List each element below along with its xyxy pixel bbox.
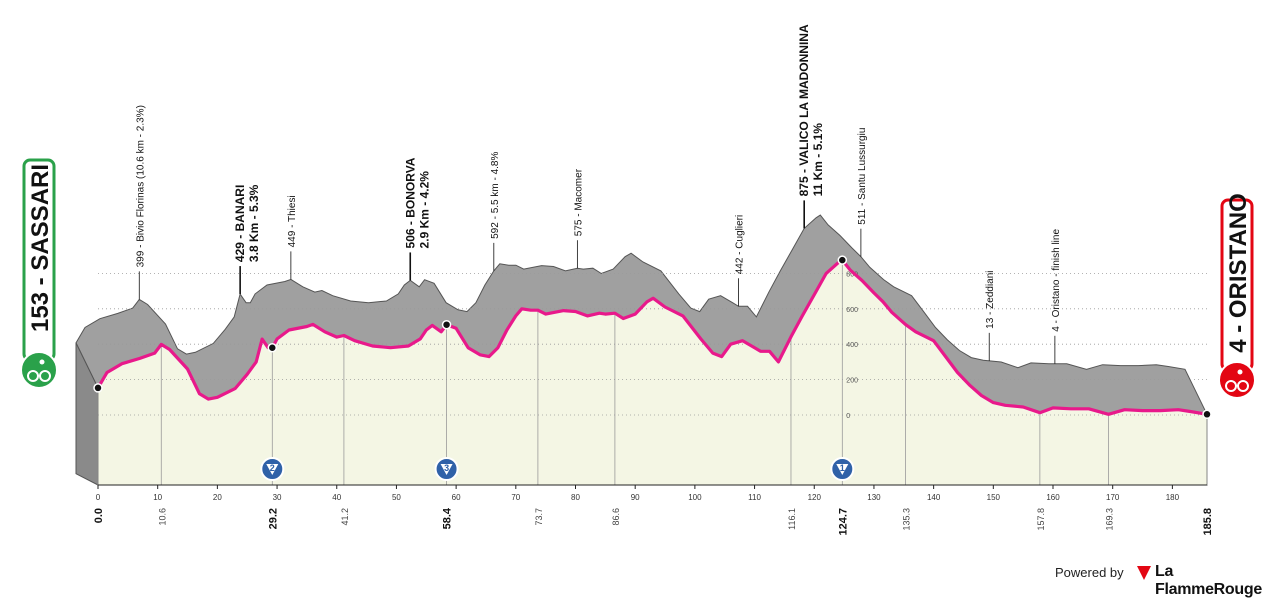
altitude-tick-label: 600	[846, 307, 858, 314]
powered-by-text: Powered by	[1055, 565, 1124, 580]
start-rider-head-icon	[39, 359, 45, 365]
km-tick-label: 30	[273, 493, 282, 502]
distance-label: 0.0	[93, 508, 105, 523]
elevation-label: 442 - Cuglieri	[735, 215, 746, 274]
badges-layer: 2 3 1 153 - SASSARI 4 - ORISTANO	[20, 158, 1256, 481]
distance-label: 58.4	[442, 507, 454, 529]
gpm-category-label: 3	[444, 463, 449, 473]
distance-label: 185.8	[1202, 508, 1214, 536]
brand-name: La FlammeRouge	[1155, 563, 1262, 598]
elevation-label-detail: 11 Km - 5.1%	[811, 123, 825, 197]
marker-point	[441, 319, 452, 330]
distance-label: 116.1	[787, 508, 797, 530]
start-cyclist-icon	[20, 351, 58, 389]
start-wheel-icon	[39, 370, 51, 382]
distance-label: 124.7	[837, 508, 849, 536]
distance-label: 169.3	[1105, 508, 1115, 531]
finish-wheel-icon	[1237, 380, 1249, 392]
km-tick-label: 0	[96, 493, 101, 502]
km-tick-label: 70	[511, 493, 520, 502]
altitude-tick-label: 0	[846, 413, 850, 420]
distance-label: 86.6	[611, 508, 621, 526]
km-tick-label: 20	[213, 493, 222, 502]
distance-label: 10.6	[157, 508, 167, 526]
elevation-label: 429 - BANARI	[233, 185, 247, 262]
route-layer	[93, 255, 1212, 420]
finish-cyclist-icon	[1218, 361, 1256, 399]
km-tick-label: 60	[452, 493, 461, 502]
altitude-tick-label: 800	[846, 271, 858, 278]
elevation-label: 13 - Zeddiani	[985, 270, 996, 328]
km-tick-label: 180	[1166, 493, 1180, 502]
km-tick-label: 170	[1106, 493, 1120, 502]
start-wheel-icon	[27, 370, 39, 382]
km-tick-label: 100	[688, 493, 702, 502]
finish-label: 4 - ORISTANO	[1225, 193, 1252, 353]
gpm-triangle-icon	[266, 464, 279, 475]
km-tick-label: 150	[987, 493, 1001, 502]
altitude-tick-label: 200	[846, 378, 858, 385]
altitude-tick-label: 400	[846, 342, 858, 349]
elevation-label: 511 - Santu Lussurgiu	[857, 128, 868, 225]
gpm-category-label: 2	[270, 463, 275, 473]
flamme-rouge-logo-icon	[1137, 566, 1151, 580]
elevation-label: 4 - Oristano - finish line	[1051, 229, 1062, 332]
marker-point	[267, 342, 278, 353]
km-tick-label: 50	[392, 493, 401, 502]
elevation-label: 399 - Bivio Florinas (10.6 km - 2.3%)	[135, 105, 146, 267]
elevation-label: 449 - Thiesi	[287, 195, 298, 247]
elevation-label: 592 - 5.5 km - 4.8%	[490, 152, 501, 239]
marker-point	[1202, 409, 1212, 420]
elevation-label: 875 - VALICO LA MADONNINA	[797, 24, 811, 196]
km-tick-label: 110	[748, 493, 761, 502]
km-tick-label: 120	[808, 493, 822, 502]
km-tick-label: 160	[1046, 493, 1060, 502]
distance-label: 29.2	[267, 508, 279, 529]
gpm-triangle-icon	[836, 464, 849, 475]
km-tick-label: 40	[332, 493, 341, 502]
finish-rider-head-icon	[1237, 369, 1243, 375]
marker-point	[93, 383, 103, 393]
distance-label: 41.2	[340, 508, 350, 526]
finish-wheel-icon	[1225, 380, 1237, 392]
marker-point	[837, 255, 848, 265]
elevation-label: 575 - Macomer	[573, 168, 584, 236]
km-tick-label: 90	[631, 493, 640, 502]
gpm-category-label: 1	[840, 463, 845, 473]
km-tick-label: 130	[867, 493, 881, 502]
km-tick-label: 80	[571, 493, 580, 502]
elevation-label: 506 - BONORVA	[403, 157, 417, 248]
labels-layer: 399 - Bivio Florinas (10.6 km - 2.3%) 429…	[93, 24, 1214, 535]
km-tick-label: 10	[153, 493, 162, 502]
distance-label: 157.8	[1036, 508, 1046, 531]
elevation-label-detail: 2.9 Km - 4.2%	[417, 171, 431, 249]
distance-label: 73.7	[534, 508, 544, 526]
elevation-label-detail: 3.8 Km - 5.3%	[247, 184, 261, 262]
start-label: 153 - SASSARI	[27, 164, 54, 332]
km-tick-label: 140	[927, 493, 941, 502]
gpm-triangle-icon	[440, 464, 453, 475]
distance-label: 135.3	[902, 508, 912, 531]
